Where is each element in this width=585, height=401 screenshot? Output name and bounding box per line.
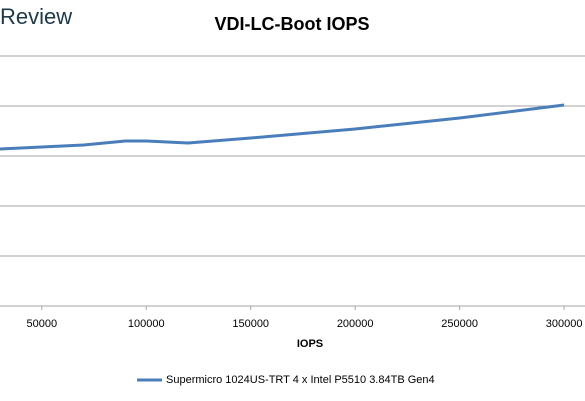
brand: Review bbox=[0, 4, 72, 29]
x-axis-label: IOPS bbox=[297, 338, 323, 350]
legend-label: Supermicro 1024US-TRT 4 x Intel P5510 3.… bbox=[166, 374, 435, 386]
x-tick-label: 50000 bbox=[26, 318, 57, 330]
x-tick-label: 300000 bbox=[546, 318, 583, 330]
chart-title: VDI-LC-Boot IOPS bbox=[215, 14, 370, 34]
x-tick-label: 200000 bbox=[337, 318, 374, 330]
x-tick-label: 250000 bbox=[441, 318, 478, 330]
x-tick-label: 100000 bbox=[128, 318, 165, 330]
series-line bbox=[0, 103, 565, 151]
x-tick-label: 150000 bbox=[232, 318, 269, 330]
